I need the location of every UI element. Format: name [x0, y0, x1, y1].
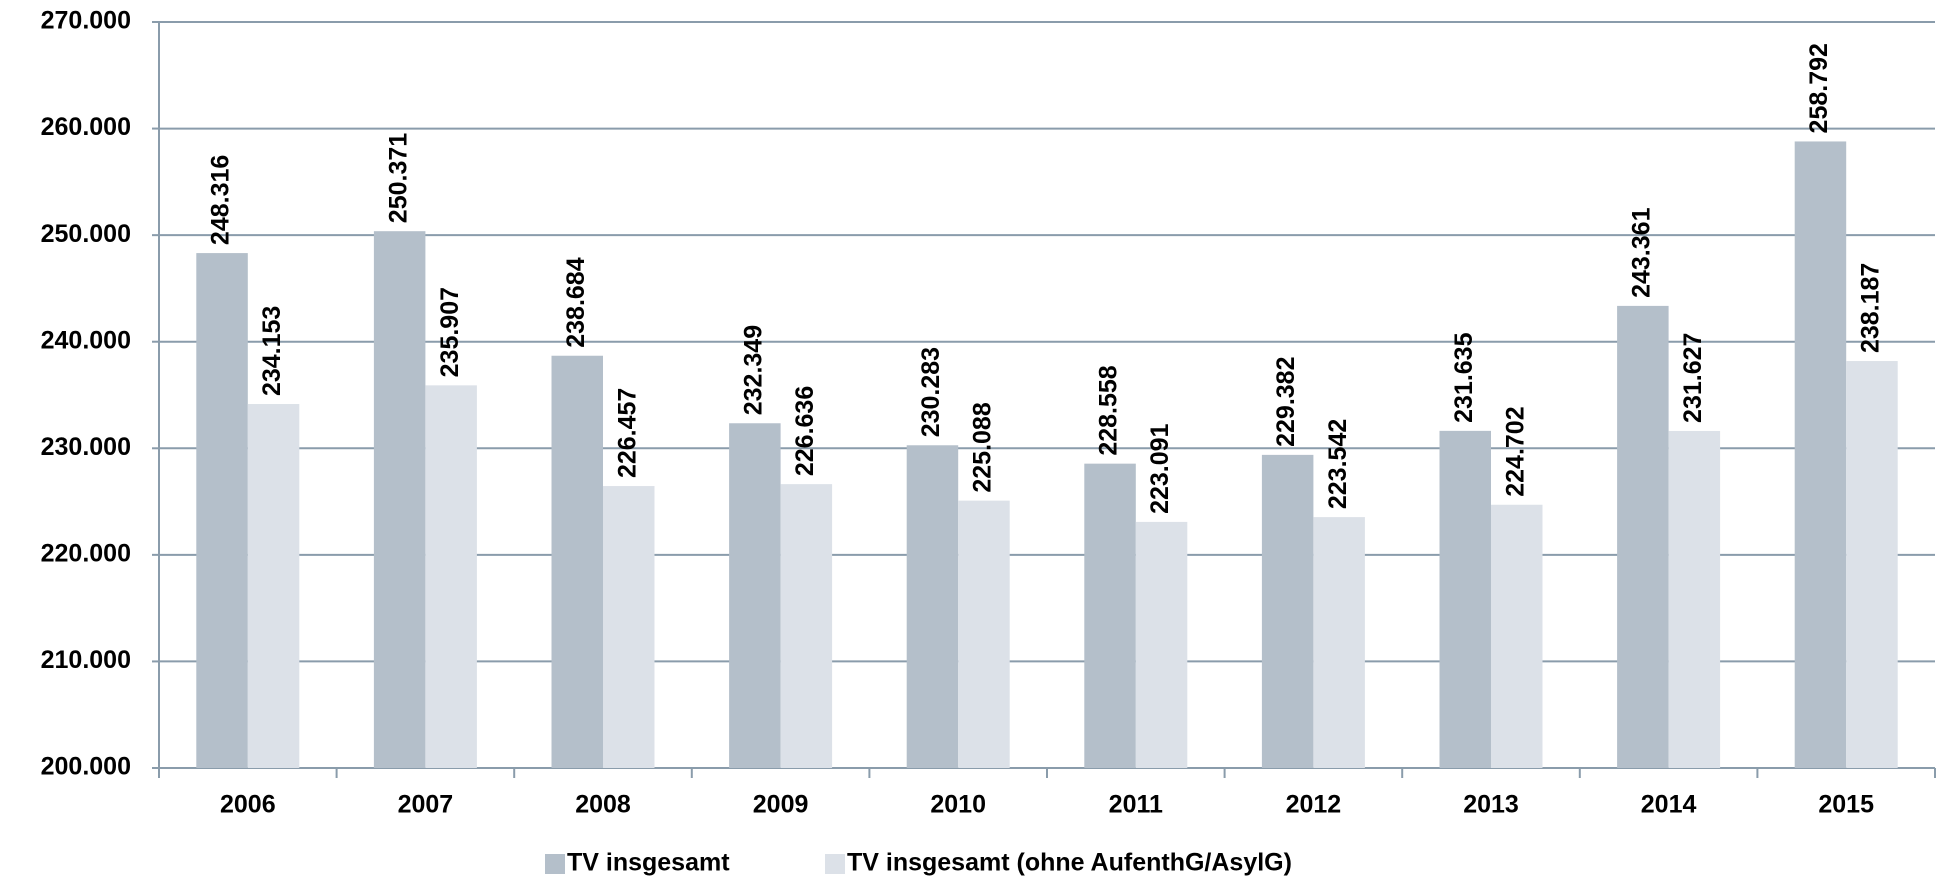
bar: [1794, 141, 1847, 768]
bar: [1668, 430, 1721, 768]
data-label: 225.088: [969, 402, 997, 492]
bar: [1846, 361, 1898, 768]
y-tick-label: 210.000: [41, 646, 131, 674]
data-label: 226.457: [613, 388, 641, 478]
x-tick-label: 2009: [753, 791, 809, 819]
legend-swatch: [825, 854, 845, 874]
data-label: 223.091: [1146, 423, 1174, 513]
bar: [729, 423, 781, 768]
data-label: 243.361: [1627, 207, 1655, 297]
bar: [196, 253, 248, 769]
bar: [1261, 454, 1314, 768]
bar: [1491, 504, 1543, 768]
x-tick-label: 2011: [1109, 791, 1163, 819]
legend-swatch: [545, 854, 565, 874]
y-tick-label: 260.000: [41, 113, 131, 141]
bar: [247, 404, 300, 768]
data-label: 223.542: [1324, 419, 1352, 509]
data-label: 229.382: [1272, 356, 1300, 446]
y-tick-label: 230.000: [41, 433, 131, 461]
y-tick-label: 240.000: [41, 326, 131, 354]
x-tick-label: 2010: [930, 791, 986, 819]
bar: [1084, 463, 1136, 768]
y-tick-label: 270.000: [41, 7, 131, 35]
bar: [958, 500, 1010, 768]
data-label: 224.702: [1501, 406, 1529, 496]
data-label: 230.283: [917, 347, 945, 437]
data-label: 250.371: [384, 133, 412, 223]
x-tick-label: 2015: [1818, 791, 1874, 819]
data-label: 238.187: [1857, 263, 1885, 353]
bar: [780, 484, 833, 768]
x-tick-label: 2007: [398, 791, 454, 819]
data-label: 231.627: [1679, 333, 1707, 423]
data-label: 248.316: [207, 155, 235, 245]
bar: [1617, 305, 1669, 768]
data-label: 228.558: [1095, 365, 1123, 455]
bar: [906, 445, 959, 768]
y-tick-label: 200.000: [41, 753, 131, 781]
bar: [551, 355, 603, 768]
x-tick-label: 2014: [1641, 791, 1697, 819]
data-label: 234.153: [258, 306, 286, 396]
x-tick-label: 2006: [220, 791, 276, 819]
legend-label: TV insgesamt: [567, 849, 730, 877]
data-label: 231.635: [1450, 332, 1478, 422]
data-label: 238.684: [562, 257, 590, 347]
data-label: 226.636: [791, 386, 819, 476]
bar: [373, 231, 426, 768]
bar: [1313, 517, 1365, 768]
bar: [1135, 521, 1188, 768]
bar: [425, 385, 477, 768]
bar: [603, 486, 655, 768]
data-label: 232.349: [739, 325, 767, 415]
y-tick-label: 220.000: [41, 539, 131, 567]
legend-label: TV insgesamt (ohne AufenthG/AsylG): [847, 849, 1292, 877]
bar: [1439, 430, 1491, 768]
data-label: 258.792: [1805, 43, 1833, 133]
x-tick-label: 2013: [1463, 791, 1519, 819]
data-label: 235.907: [436, 287, 464, 377]
x-tick-label: 2008: [575, 791, 631, 819]
y-tick-label: 250.000: [41, 220, 131, 248]
x-tick-label: 2012: [1286, 791, 1342, 819]
